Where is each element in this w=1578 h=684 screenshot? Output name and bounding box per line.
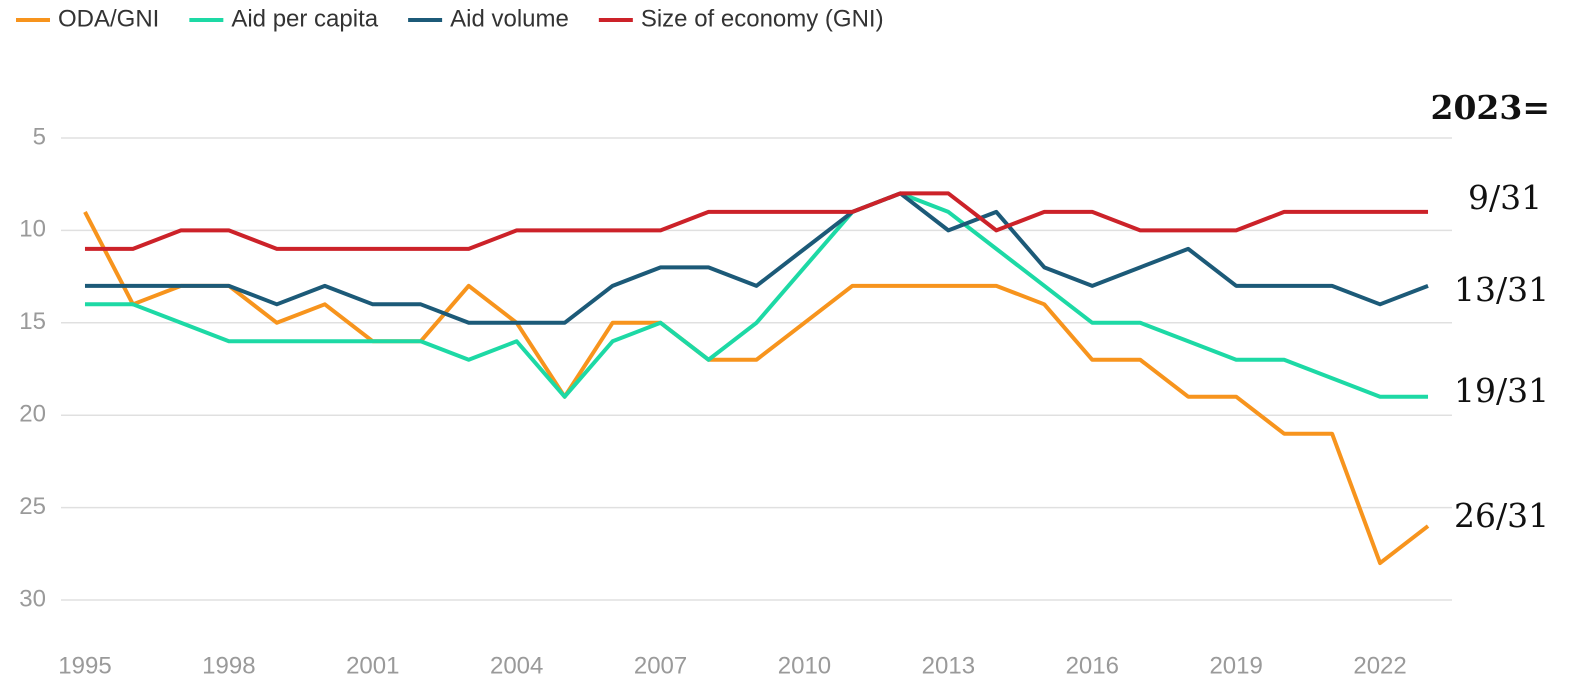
annotation: 2023= — [1431, 88, 1551, 127]
legend-label: Size of economy (GNI) — [641, 5, 884, 32]
x-tick-label: 1995 — [58, 652, 111, 679]
series-line — [84, 191, 1429, 251]
x-tick-label: 1998 — [202, 652, 255, 679]
x-tick-label: 2004 — [490, 652, 543, 679]
legend-label: Aid volume — [450, 5, 569, 32]
annotation: 26/31 — [1454, 496, 1549, 535]
x-tick-label: 2001 — [346, 652, 399, 679]
y-tick-label: 5 — [33, 123, 46, 150]
x-tick-label: 2016 — [1066, 652, 1119, 679]
x-tick-label: 2013 — [922, 652, 975, 679]
y-tick-label: 20 — [19, 401, 46, 428]
legend-label: Aid per capita — [231, 5, 378, 32]
series-line — [84, 191, 1429, 399]
y-tick-label: 30 — [19, 585, 46, 612]
series-line — [83, 210, 1430, 566]
series-line — [84, 191, 1429, 325]
y-tick-label: 15 — [19, 308, 46, 335]
x-tick-label: 2019 — [1209, 652, 1262, 679]
x-tick-label: 2007 — [634, 652, 687, 679]
x-tick-label: 2022 — [1353, 652, 1406, 679]
annotation: 13/31 — [1454, 270, 1549, 309]
legend-label: ODA/GNI — [58, 5, 159, 32]
annotation: 9/31 — [1468, 178, 1542, 217]
y-tick-label: 10 — [19, 216, 46, 243]
annotation: 19/31 — [1454, 371, 1549, 410]
x-tick-label: 2010 — [778, 652, 831, 679]
y-tick-label: 25 — [19, 493, 46, 520]
